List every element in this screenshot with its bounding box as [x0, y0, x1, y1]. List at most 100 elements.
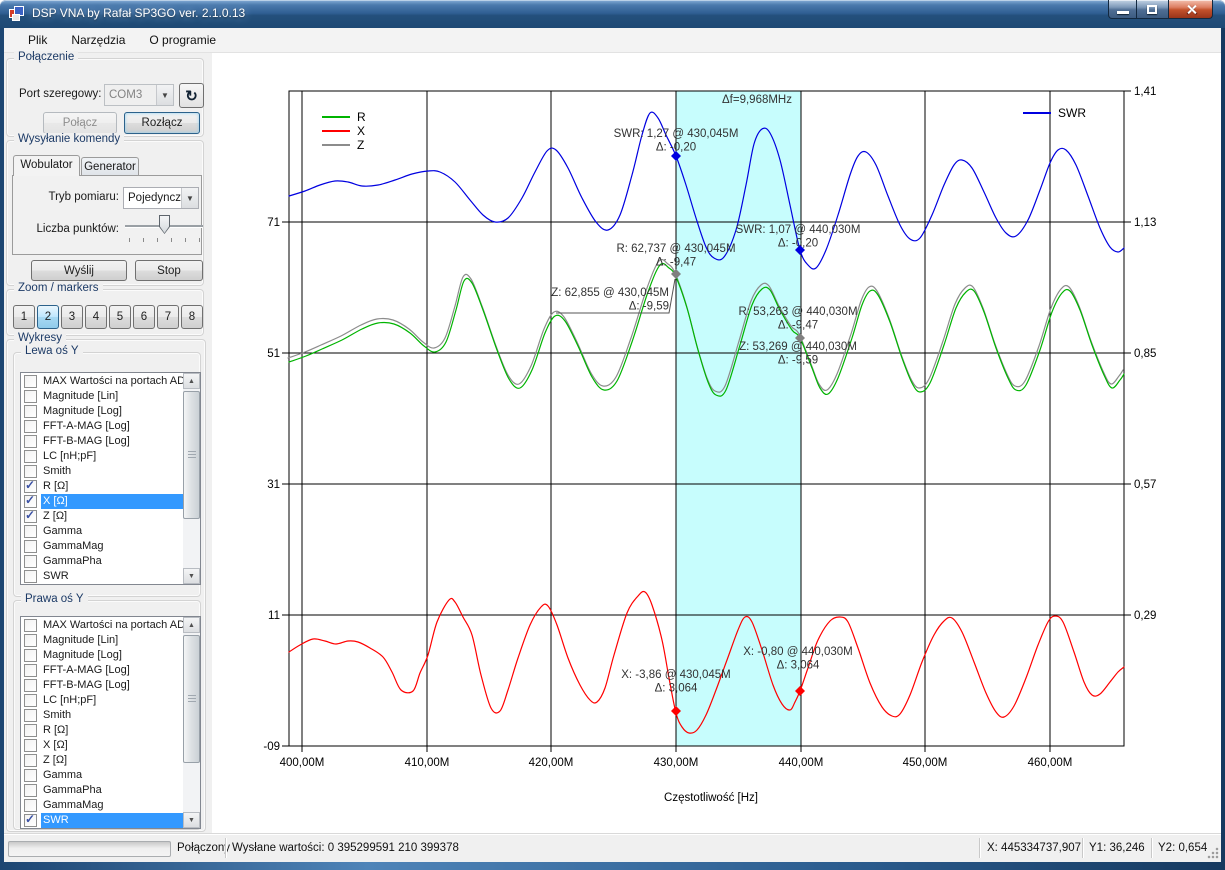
list-item[interactable]: MAX Wartości na portach ADC: [21, 374, 183, 389]
checkbox-checked[interactable]: ✓: [24, 508, 37, 523]
list-item[interactable]: SWR: [21, 569, 183, 584]
list-item[interactable]: Magnitude [Log]: [21, 648, 183, 663]
checkbox-checked[interactable]: ✓: [24, 478, 37, 493]
checkbox[interactable]: [24, 450, 37, 463]
checkbox[interactable]: [24, 435, 37, 448]
checkbox[interactable]: [24, 555, 37, 568]
disconnect-button[interactable]: Rozłącz: [124, 112, 200, 134]
checkbox[interactable]: [24, 540, 37, 553]
scroll-down-icon[interactable]: ▼: [183, 812, 200, 828]
checkbox[interactable]: [24, 570, 37, 583]
list-item[interactable]: MAX Wartości na portach ADC: [21, 618, 183, 633]
highlight-band[interactable]: [676, 91, 801, 746]
checkbox[interactable]: [24, 525, 37, 538]
zoom-marker-button-4[interactable]: 4: [85, 305, 107, 329]
maximize-button[interactable]: [1137, 0, 1168, 19]
list-item[interactable]: LC [nH;pF]: [21, 693, 183, 708]
marker-x-1[interactable]: [671, 706, 681, 716]
checkbox[interactable]: [24, 769, 37, 782]
menu-o-programie[interactable]: O programie: [149, 33, 217, 47]
points-slider[interactable]: [125, 212, 203, 244]
checkbox[interactable]: [24, 634, 37, 647]
scroll-up-icon[interactable]: ▲: [183, 373, 200, 389]
send-button[interactable]: Wyślij: [31, 260, 127, 281]
scrollbar-thumb[interactable]: [183, 391, 200, 519]
checkbox[interactable]: [24, 754, 37, 767]
list-item[interactable]: FFT-B-MAG [Log]: [21, 434, 183, 449]
list-item[interactable]: R [Ω]: [21, 723, 183, 738]
checkbox[interactable]: [24, 465, 37, 478]
scroll-up-icon[interactable]: ▲: [183, 617, 200, 633]
menu-plik[interactable]: Plik: [28, 33, 48, 47]
checkbox[interactable]: [24, 619, 37, 632]
scrollbar-thumb[interactable]: [183, 635, 200, 763]
zoom-marker-button-7[interactable]: 7: [157, 305, 179, 329]
scroll-down-icon[interactable]: ▼: [183, 568, 200, 584]
checkbox[interactable]: [24, 664, 37, 677]
resize-grip[interactable]: [1207, 847, 1219, 859]
checkbox[interactable]: [24, 799, 37, 812]
scrollbar[interactable]: ▲ ▼: [183, 617, 200, 828]
serial-port-select[interactable]: COM3 ▼: [104, 84, 174, 106]
list-item[interactable]: Magnitude [Lin]: [21, 633, 183, 648]
list-item[interactable]: ✓ SWR: [21, 812, 183, 828]
zoom-marker-button-2[interactable]: 2: [37, 305, 59, 329]
list-item[interactable]: LC [nH;pF]: [21, 449, 183, 464]
list-item[interactable]: FFT-A-MAG [Log]: [21, 419, 183, 434]
zoom-marker-button-6[interactable]: 6: [133, 305, 155, 329]
list-item[interactable]: FFT-A-MAG [Log]: [21, 663, 183, 678]
checkbox[interactable]: [24, 405, 37, 418]
checkbox[interactable]: [24, 375, 37, 388]
zoom-marker-button-8[interactable]: 8: [181, 305, 203, 329]
checkbox[interactable]: [24, 739, 37, 752]
list-item[interactable]: GammaMag: [21, 539, 183, 554]
slider-thumb[interactable]: [159, 215, 170, 234]
scrollbar[interactable]: ▲ ▼: [183, 373, 200, 584]
list-item[interactable]: Gamma: [21, 768, 183, 783]
list-item[interactable]: Smith: [21, 464, 183, 479]
checkbox[interactable]: [24, 724, 37, 737]
checkbox[interactable]: [24, 420, 37, 433]
checkbox-checked[interactable]: ✓: [24, 493, 37, 508]
zoom-marker-button-1[interactable]: 1: [13, 305, 35, 329]
checkbox[interactable]: [24, 784, 37, 797]
title-bar[interactable]: DSP VNA by Rafał SP3GO ver. 2.1.0.13: [0, 0, 1225, 28]
list-item[interactable]: Smith: [21, 708, 183, 723]
list-item[interactable]: GammaMag: [21, 798, 183, 813]
refresh-ports-button[interactable]: ↻: [179, 83, 204, 108]
tab-wobulator[interactable]: Wobulator: [13, 155, 80, 176]
list-item[interactable]: GammaPha: [21, 783, 183, 798]
checkbox[interactable]: [24, 679, 37, 692]
zoom-marker-button-3[interactable]: 3: [61, 305, 83, 329]
marker-swr-1[interactable]: [671, 151, 681, 161]
list-item[interactable]: X [Ω]: [21, 738, 183, 753]
list-item[interactable]: GammaPha: [21, 554, 183, 569]
list-item[interactable]: Gamma: [21, 524, 183, 539]
marker-x-2[interactable]: [795, 686, 805, 696]
marker-rz-1[interactable]: [671, 269, 681, 279]
marker-rz-2[interactable]: [795, 333, 805, 343]
checkbox-checked[interactable]: ✓: [24, 812, 37, 827]
list-item[interactable]: FFT-B-MAG [Log]: [21, 678, 183, 693]
mode-select[interactable]: Pojedyncz ▼: [123, 187, 199, 209]
close-button[interactable]: [1168, 0, 1213, 19]
list-item[interactable]: Z [Ω]: [21, 753, 183, 768]
menu-narzedzia[interactable]: Narzędzia: [71, 33, 126, 47]
checkbox[interactable]: [24, 694, 37, 707]
minimize-icon: [1117, 11, 1129, 14]
tab-generator[interactable]: Generator: [81, 157, 139, 176]
checkbox[interactable]: [24, 709, 37, 722]
list-item[interactable]: Magnitude [Lin]: [21, 389, 183, 404]
marker-swr-2[interactable]: [795, 245, 805, 255]
list-item[interactable]: ✓ Z [Ω]: [21, 508, 183, 524]
list-item[interactable]: ✓ R [Ω]: [21, 478, 183, 494]
list-item[interactable]: Magnitude [Log]: [21, 404, 183, 419]
checkbox[interactable]: [24, 390, 37, 403]
list-item[interactable]: ✓ X [Ω]: [21, 493, 183, 509]
stop-button[interactable]: Stop: [135, 260, 203, 281]
vna-chart[interactable]: 71 51 31 11 -09 1,41 1,13 0,85 0,57 0,29 400,00M 41…: [212, 53, 1221, 833]
checkbox[interactable]: [24, 649, 37, 662]
zoom-marker-button-5[interactable]: 5: [109, 305, 131, 329]
connect-button[interactable]: Połącz: [43, 112, 117, 134]
minimize-button[interactable]: [1108, 0, 1137, 19]
